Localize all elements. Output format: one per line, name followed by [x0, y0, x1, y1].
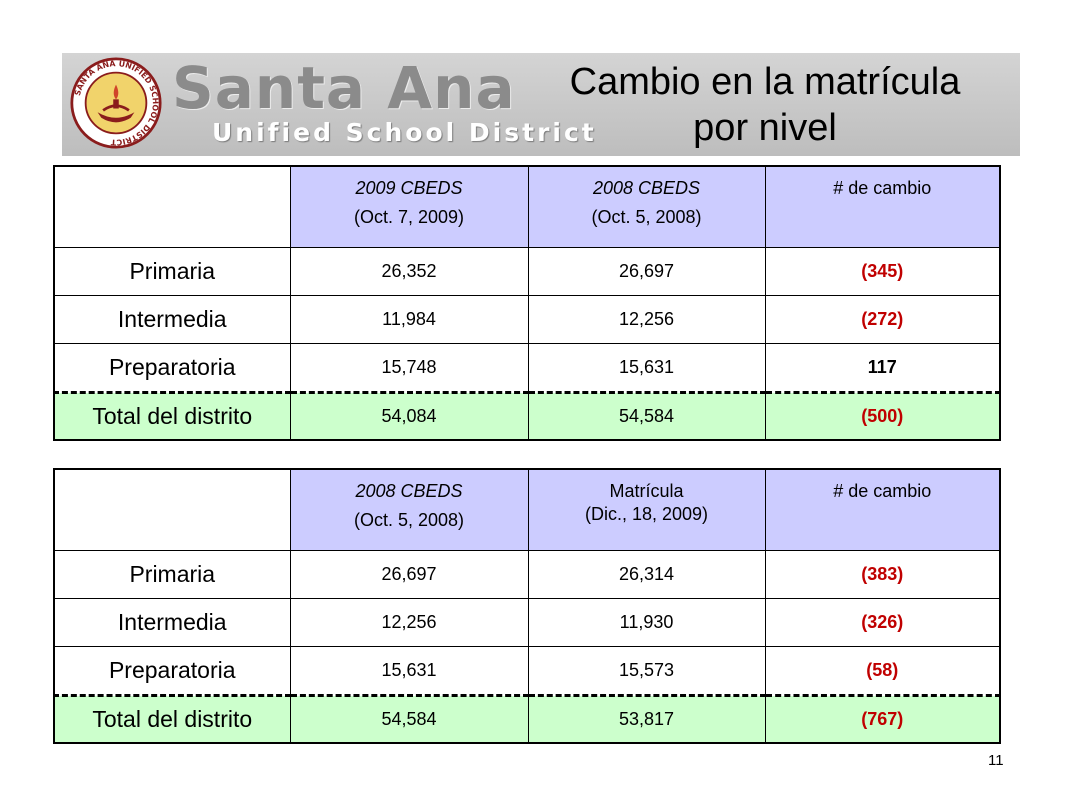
table-row: Primaria 26,697 26,314 (383) [54, 551, 1000, 599]
change-value: (58) [765, 647, 1000, 696]
district-seal-logo: SANTA ANA UNIFIED SCHOOL DISTRICT [70, 57, 162, 149]
enrollment-value: 11,984 [290, 296, 528, 344]
table-header-row: 2009 CBEDS (Oct. 7, 2009) 2008 CBEDS (Oc… [54, 166, 1000, 248]
page-number: 11 [988, 752, 1004, 769]
header-banner: SANTA ANA UNIFIED SCHOOL DISTRICT Santa … [62, 53, 1020, 156]
table-row: Primaria 26,352 26,697 (345) [54, 248, 1000, 296]
column-header: Matrícula (Dic., 18, 2009) [528, 469, 765, 551]
table-row: Intermedia 11,984 12,256 (272) [54, 296, 1000, 344]
total-value: 54,584 [290, 696, 528, 744]
level-label: Primaria [54, 551, 290, 599]
change-value: (272) [765, 296, 1000, 344]
total-change-value: (767) [765, 696, 1000, 744]
total-value: 54,084 [290, 393, 528, 441]
enrollment-value: 15,748 [290, 344, 528, 393]
enrollment-value: 12,256 [528, 296, 765, 344]
table-header-row: 2008 CBEDS (Oct. 5, 2008) Matrícula (Dic… [54, 469, 1000, 551]
column-header-title: 2008 CBEDS [291, 470, 528, 502]
enrollment-value: 15,631 [290, 647, 528, 696]
enrollment-table-2008-vs-2009-current: 2008 CBEDS (Oct. 5, 2008) Matrícula (Dic… [53, 468, 1001, 744]
change-value: 117 [765, 344, 1000, 393]
enrollment-value: 26,314 [528, 551, 765, 599]
level-label: Preparatoria [54, 647, 290, 696]
total-value: 53,817 [528, 696, 765, 744]
enrollment-value: 26,697 [290, 551, 528, 599]
total-change-value: (500) [765, 393, 1000, 441]
column-header-title: # de cambio [766, 470, 1000, 502]
enrollment-value: 26,352 [290, 248, 528, 296]
change-value: (326) [765, 599, 1000, 647]
enrollment-value: 11,930 [528, 599, 765, 647]
total-label: Total del distrito [54, 696, 290, 744]
enrollment-table-2009-vs-2008: 2009 CBEDS (Oct. 7, 2009) 2008 CBEDS (Oc… [53, 165, 1001, 441]
level-label: Intermedia [54, 296, 290, 344]
column-header: 2008 CBEDS (Oct. 5, 2008) [290, 469, 528, 551]
column-header: # de cambio [765, 166, 1000, 248]
table-row: Preparatoria 15,748 15,631 117 [54, 344, 1000, 393]
change-value: (383) [765, 551, 1000, 599]
column-header-title: 2008 CBEDS [529, 167, 765, 199]
total-row: Total del distrito 54,584 53,817 (767) [54, 696, 1000, 744]
column-header-title: # de cambio [766, 167, 1000, 199]
column-header-date: (Oct. 7, 2009) [291, 199, 528, 228]
page-title: Cambio en la matrícula por nivel [530, 59, 1000, 151]
header-corner-cell [54, 166, 290, 248]
table-row: Preparatoria 15,631 15,573 (58) [54, 647, 1000, 696]
column-header-date: (Oct. 5, 2008) [291, 502, 528, 531]
level-label: Preparatoria [54, 344, 290, 393]
table-row: Intermedia 12,256 11,930 (326) [54, 599, 1000, 647]
enrollment-value: 26,697 [528, 248, 765, 296]
column-header-title: Matrícula [529, 470, 765, 502]
page-title-line2: por nivel [530, 105, 1000, 151]
total-row: Total del distrito 54,084 54,584 (500) [54, 393, 1000, 441]
level-label: Primaria [54, 248, 290, 296]
header-corner-cell [54, 469, 290, 551]
enrollment-value: 15,573 [528, 647, 765, 696]
change-value: (345) [765, 248, 1000, 296]
enrollment-value: 15,631 [528, 344, 765, 393]
column-header: 2009 CBEDS (Oct. 7, 2009) [290, 166, 528, 248]
column-header: # de cambio [765, 469, 1000, 551]
brand-name: Santa Ana [172, 59, 516, 117]
enrollment-value: 12,256 [290, 599, 528, 647]
column-header: 2008 CBEDS (Oct. 5, 2008) [528, 166, 765, 248]
total-label: Total del distrito [54, 393, 290, 441]
level-label: Intermedia [54, 599, 290, 647]
column-header-date: (Dic., 18, 2009) [529, 502, 765, 525]
page-title-line1: Cambio en la matrícula [530, 59, 1000, 105]
column-header-date: (Oct. 5, 2008) [529, 199, 765, 228]
column-header-title: 2009 CBEDS [291, 167, 528, 199]
total-value: 54,584 [528, 393, 765, 441]
